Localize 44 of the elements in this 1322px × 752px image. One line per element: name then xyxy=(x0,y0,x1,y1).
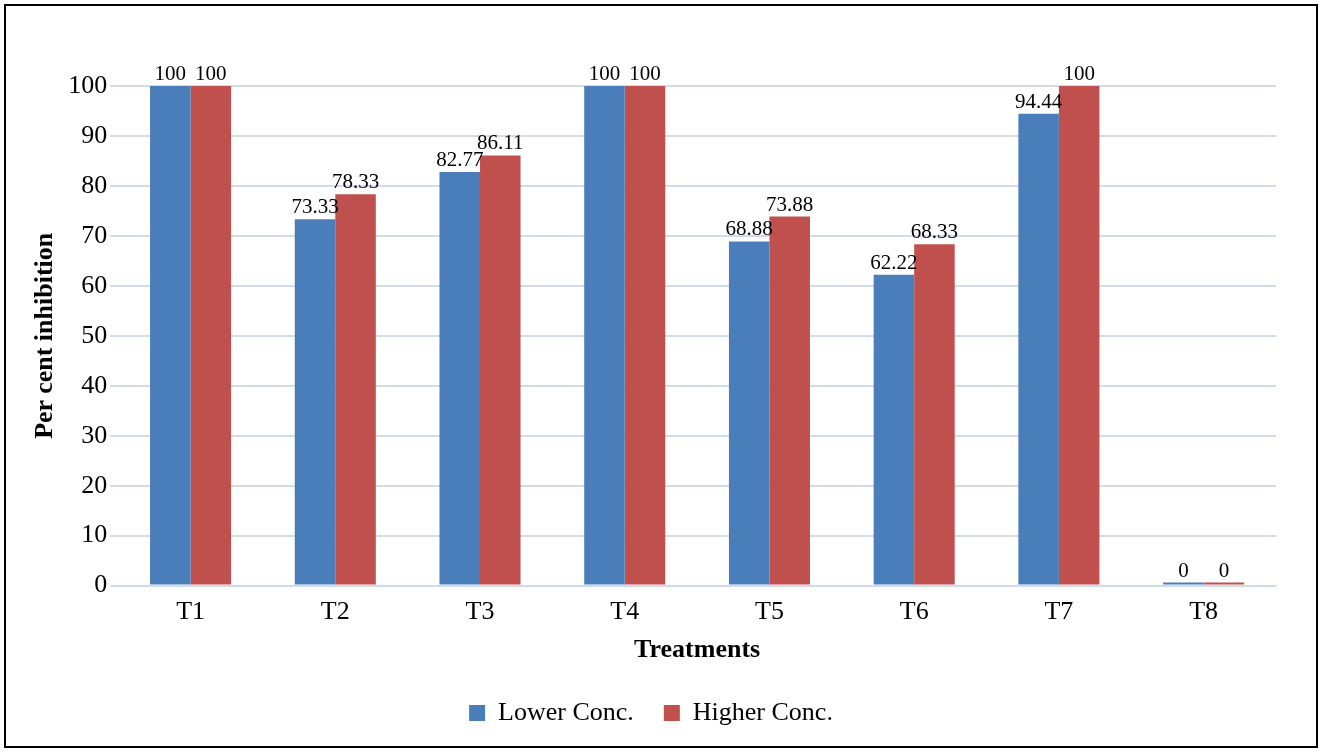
bar xyxy=(190,86,232,585)
bar xyxy=(294,219,336,585)
bar xyxy=(1163,582,1204,585)
x-tick-label: T3 xyxy=(465,596,495,626)
x-tick-label: T8 xyxy=(1189,596,1219,626)
bar xyxy=(1018,113,1059,585)
data-label: 0 xyxy=(1218,557,1230,582)
data-label: 0 xyxy=(1178,557,1189,582)
x-tick-label: T4 xyxy=(610,596,640,626)
bar xyxy=(624,86,666,585)
y-tick-label: 0 xyxy=(94,569,108,599)
bar xyxy=(150,86,191,585)
bar xyxy=(584,86,625,585)
y-tick-label: 30 xyxy=(81,419,108,449)
x-tick-label: T5 xyxy=(755,596,784,626)
y-tick-label: 90 xyxy=(81,119,108,149)
y-tick-label: 50 xyxy=(81,319,108,349)
y-tick-label: 40 xyxy=(81,369,108,399)
y-tick-label: 100 xyxy=(68,69,108,99)
bar xyxy=(873,274,915,585)
x-axis-title: Treatments xyxy=(634,634,761,664)
bar xyxy=(1203,582,1245,585)
y-tick-label: 60 xyxy=(81,269,108,299)
y-axis-title: Per cent inhibition xyxy=(29,232,59,439)
data-label: 68.33 xyxy=(910,219,959,244)
bar xyxy=(728,241,770,585)
data-label: 100 xyxy=(195,61,227,86)
legend-label: Higher Conc. xyxy=(692,696,833,726)
x-tick-label: T7 xyxy=(1044,596,1074,626)
x-tick-label: T2 xyxy=(320,596,350,626)
y-tick-label: 10 xyxy=(81,519,108,549)
data-label: 100 xyxy=(629,61,661,86)
x-tick-label: T1 xyxy=(176,596,206,626)
data-label: 100 xyxy=(588,61,621,86)
y-tick-label: 20 xyxy=(81,469,108,499)
bar xyxy=(439,172,481,585)
data-label: 73.88 xyxy=(766,191,814,216)
data-label: 100 xyxy=(154,61,187,86)
x-tick-label: T6 xyxy=(899,596,929,626)
y-tick-label: 70 xyxy=(81,219,108,249)
data-label: 100 xyxy=(1063,61,1095,86)
legend-label: Lower Conc. xyxy=(498,696,634,726)
data-label: 78.33 xyxy=(331,169,380,194)
y-tick-label: 80 xyxy=(81,169,108,199)
